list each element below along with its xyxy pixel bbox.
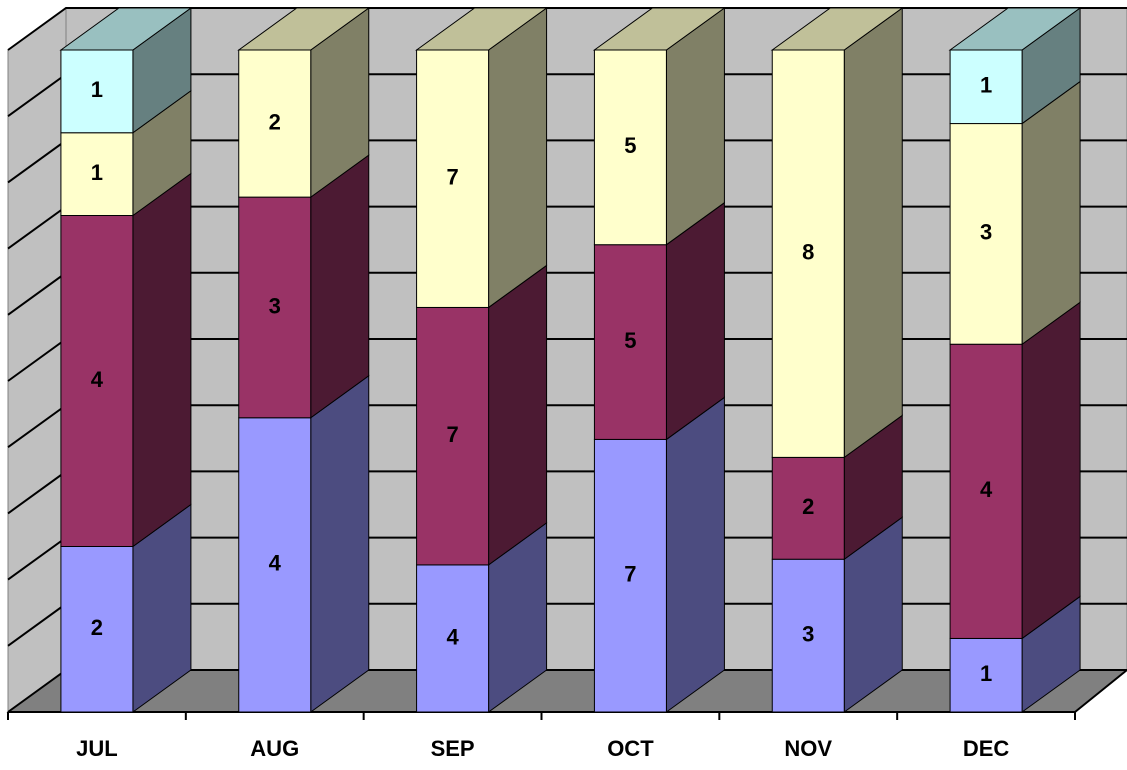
data-label: 4 — [980, 477, 993, 502]
bar — [949, 637, 1023, 713]
bar — [949, 123, 1023, 345]
bar — [416, 49, 490, 308]
bar — [593, 244, 667, 440]
bar — [238, 49, 312, 198]
bar-side — [843, 7, 903, 459]
bar — [593, 49, 667, 246]
data-label: 8 — [802, 240, 814, 265]
x-tick-label: NOV — [784, 736, 832, 761]
x-tick-label: JUL — [76, 736, 118, 761]
bar — [238, 196, 312, 419]
data-label: 7 — [446, 165, 458, 190]
bar-top — [237, 7, 371, 51]
data-label: 1 — [91, 77, 103, 102]
data-label: 4 — [446, 624, 459, 649]
bar-side — [310, 374, 370, 713]
data-label: 7 — [624, 562, 636, 587]
bar — [60, 546, 134, 713]
bar-top — [770, 7, 904, 51]
bar — [949, 343, 1023, 639]
bar — [593, 438, 667, 713]
bar — [949, 49, 1023, 125]
bar — [60, 132, 134, 216]
bar-side — [132, 172, 192, 548]
data-label: 5 — [624, 133, 636, 158]
bar-side — [665, 396, 725, 713]
data-label: 5 — [624, 328, 636, 353]
bar — [771, 49, 845, 458]
bar-top — [59, 7, 193, 51]
x-tick-label: AUG — [250, 736, 299, 761]
bar — [238, 417, 312, 713]
grid-line — [7, 7, 1127, 51]
data-label: 3 — [802, 621, 814, 646]
bar-side — [1021, 80, 1081, 346]
data-label: 2 — [269, 109, 281, 134]
bar — [416, 306, 490, 566]
data-label: 4 — [269, 551, 282, 576]
bar-side — [1021, 301, 1081, 640]
x-tick-label: DEC — [963, 736, 1010, 761]
bar — [60, 49, 134, 134]
bar-side — [488, 264, 548, 566]
bar-top — [415, 7, 549, 51]
data-label: 3 — [269, 293, 281, 318]
data-label: 1 — [91, 160, 103, 185]
x-tick-label: SEP — [431, 736, 475, 761]
bar — [416, 564, 490, 713]
bar-top — [948, 7, 1082, 51]
data-label: 2 — [91, 615, 103, 640]
x-axis-depth — [1074, 669, 1127, 713]
x-tick-label: OCT — [607, 736, 654, 761]
bar — [771, 558, 845, 713]
bar-side — [488, 7, 548, 309]
data-label: 7 — [446, 422, 458, 447]
data-label: 1 — [980, 661, 992, 686]
data-label: 1 — [980, 73, 992, 98]
bar-side — [310, 154, 370, 419]
data-label: 2 — [802, 494, 814, 519]
bar-top — [592, 7, 726, 51]
data-label: 3 — [980, 220, 992, 245]
data-label: 4 — [91, 367, 104, 392]
bar — [60, 215, 134, 547]
